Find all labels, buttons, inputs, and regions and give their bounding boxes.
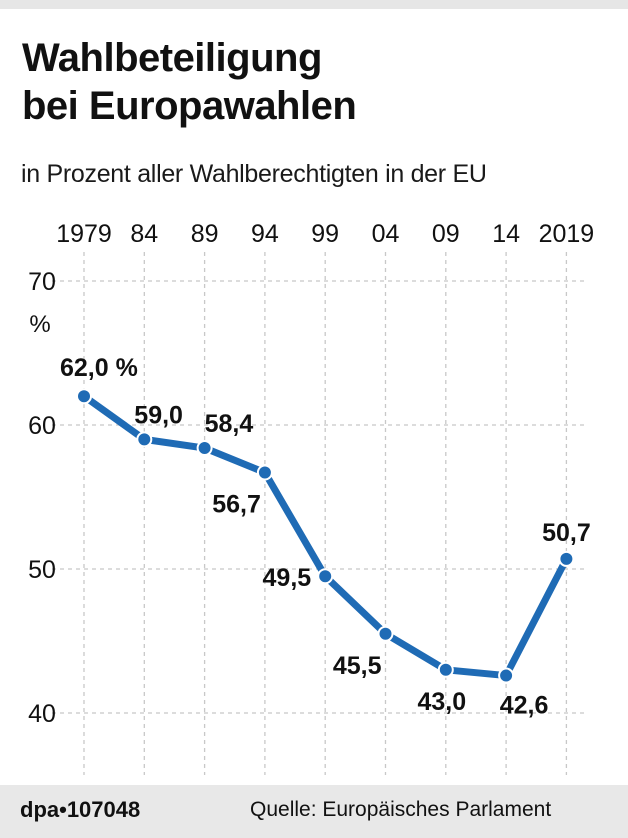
chart-subtitle: in Prozent aller Wahlberechtigten in der… bbox=[21, 160, 487, 188]
y-tick-label: 70 bbox=[28, 268, 56, 296]
data-point bbox=[377, 625, 394, 642]
data-label: 42,6 bbox=[500, 692, 549, 720]
data-label: 49,5 bbox=[263, 564, 312, 592]
x-tick-label: 89 bbox=[191, 220, 219, 248]
chart-title: Wahlbeteiligung bei Europawahlen bbox=[22, 34, 357, 130]
data-point bbox=[136, 431, 153, 448]
data-point bbox=[558, 550, 575, 567]
data-point bbox=[317, 568, 334, 585]
data-point bbox=[76, 388, 92, 405]
source-note: Quelle: Europäisches Parlament bbox=[250, 798, 552, 821]
y-tick-label: 40 bbox=[28, 700, 56, 728]
data-label: 43,0 bbox=[417, 688, 466, 716]
data-label: 59,0 bbox=[134, 401, 183, 429]
data-point bbox=[196, 440, 213, 457]
top-bar bbox=[0, 0, 628, 9]
data-label: 62,0 % bbox=[60, 354, 138, 382]
chart-title-line-2: bei Europawahlen bbox=[22, 84, 357, 128]
data-label: 58,4 bbox=[205, 410, 254, 438]
agency-id: dpa•107048 bbox=[20, 797, 141, 822]
series-turnout bbox=[76, 388, 575, 684]
x-tick-label: 09 bbox=[432, 220, 460, 248]
x-tick-label: 94 bbox=[251, 220, 279, 248]
data-point bbox=[498, 667, 515, 684]
data-labels: 62,0 % 59,0 58,4 56,7 49,5 45,5 43,0 42,6 50,7 bbox=[60, 354, 591, 719]
chart-title-line-1: Wahlbeteiligung bbox=[22, 36, 322, 80]
x-tick-label: 04 bbox=[372, 220, 400, 248]
x-tick-label: 2019 bbox=[539, 220, 595, 248]
y-tick-label: 50 bbox=[28, 556, 56, 584]
data-point bbox=[437, 661, 454, 678]
x-tick-label: 1979 bbox=[56, 220, 112, 248]
line-chart: 1979 84 89 94 99 04 09 14 2019 40 50 60 70% 62,0 % 5… bbox=[28, 220, 594, 775]
x-axis-ticks: 1979 84 89 94 99 04 09 14 2019 bbox=[56, 220, 594, 248]
data-label: 45,5 bbox=[333, 652, 382, 680]
x-tick-label: 99 bbox=[311, 220, 339, 248]
data-point bbox=[256, 464, 273, 481]
y-axis-ticks: 40 50 60 70% bbox=[28, 268, 56, 728]
grid bbox=[52, 252, 588, 775]
x-tick-label: 84 bbox=[130, 220, 158, 248]
data-label: 56,7 bbox=[212, 491, 261, 519]
footer: dpa•107048 Quelle: Europäisches Parlamen… bbox=[0, 785, 628, 838]
x-tick-label: 14 bbox=[492, 220, 520, 248]
y-unit-label: % bbox=[29, 311, 50, 338]
y-tick-label: 60 bbox=[28, 412, 56, 440]
data-label: 50,7 bbox=[542, 519, 591, 547]
